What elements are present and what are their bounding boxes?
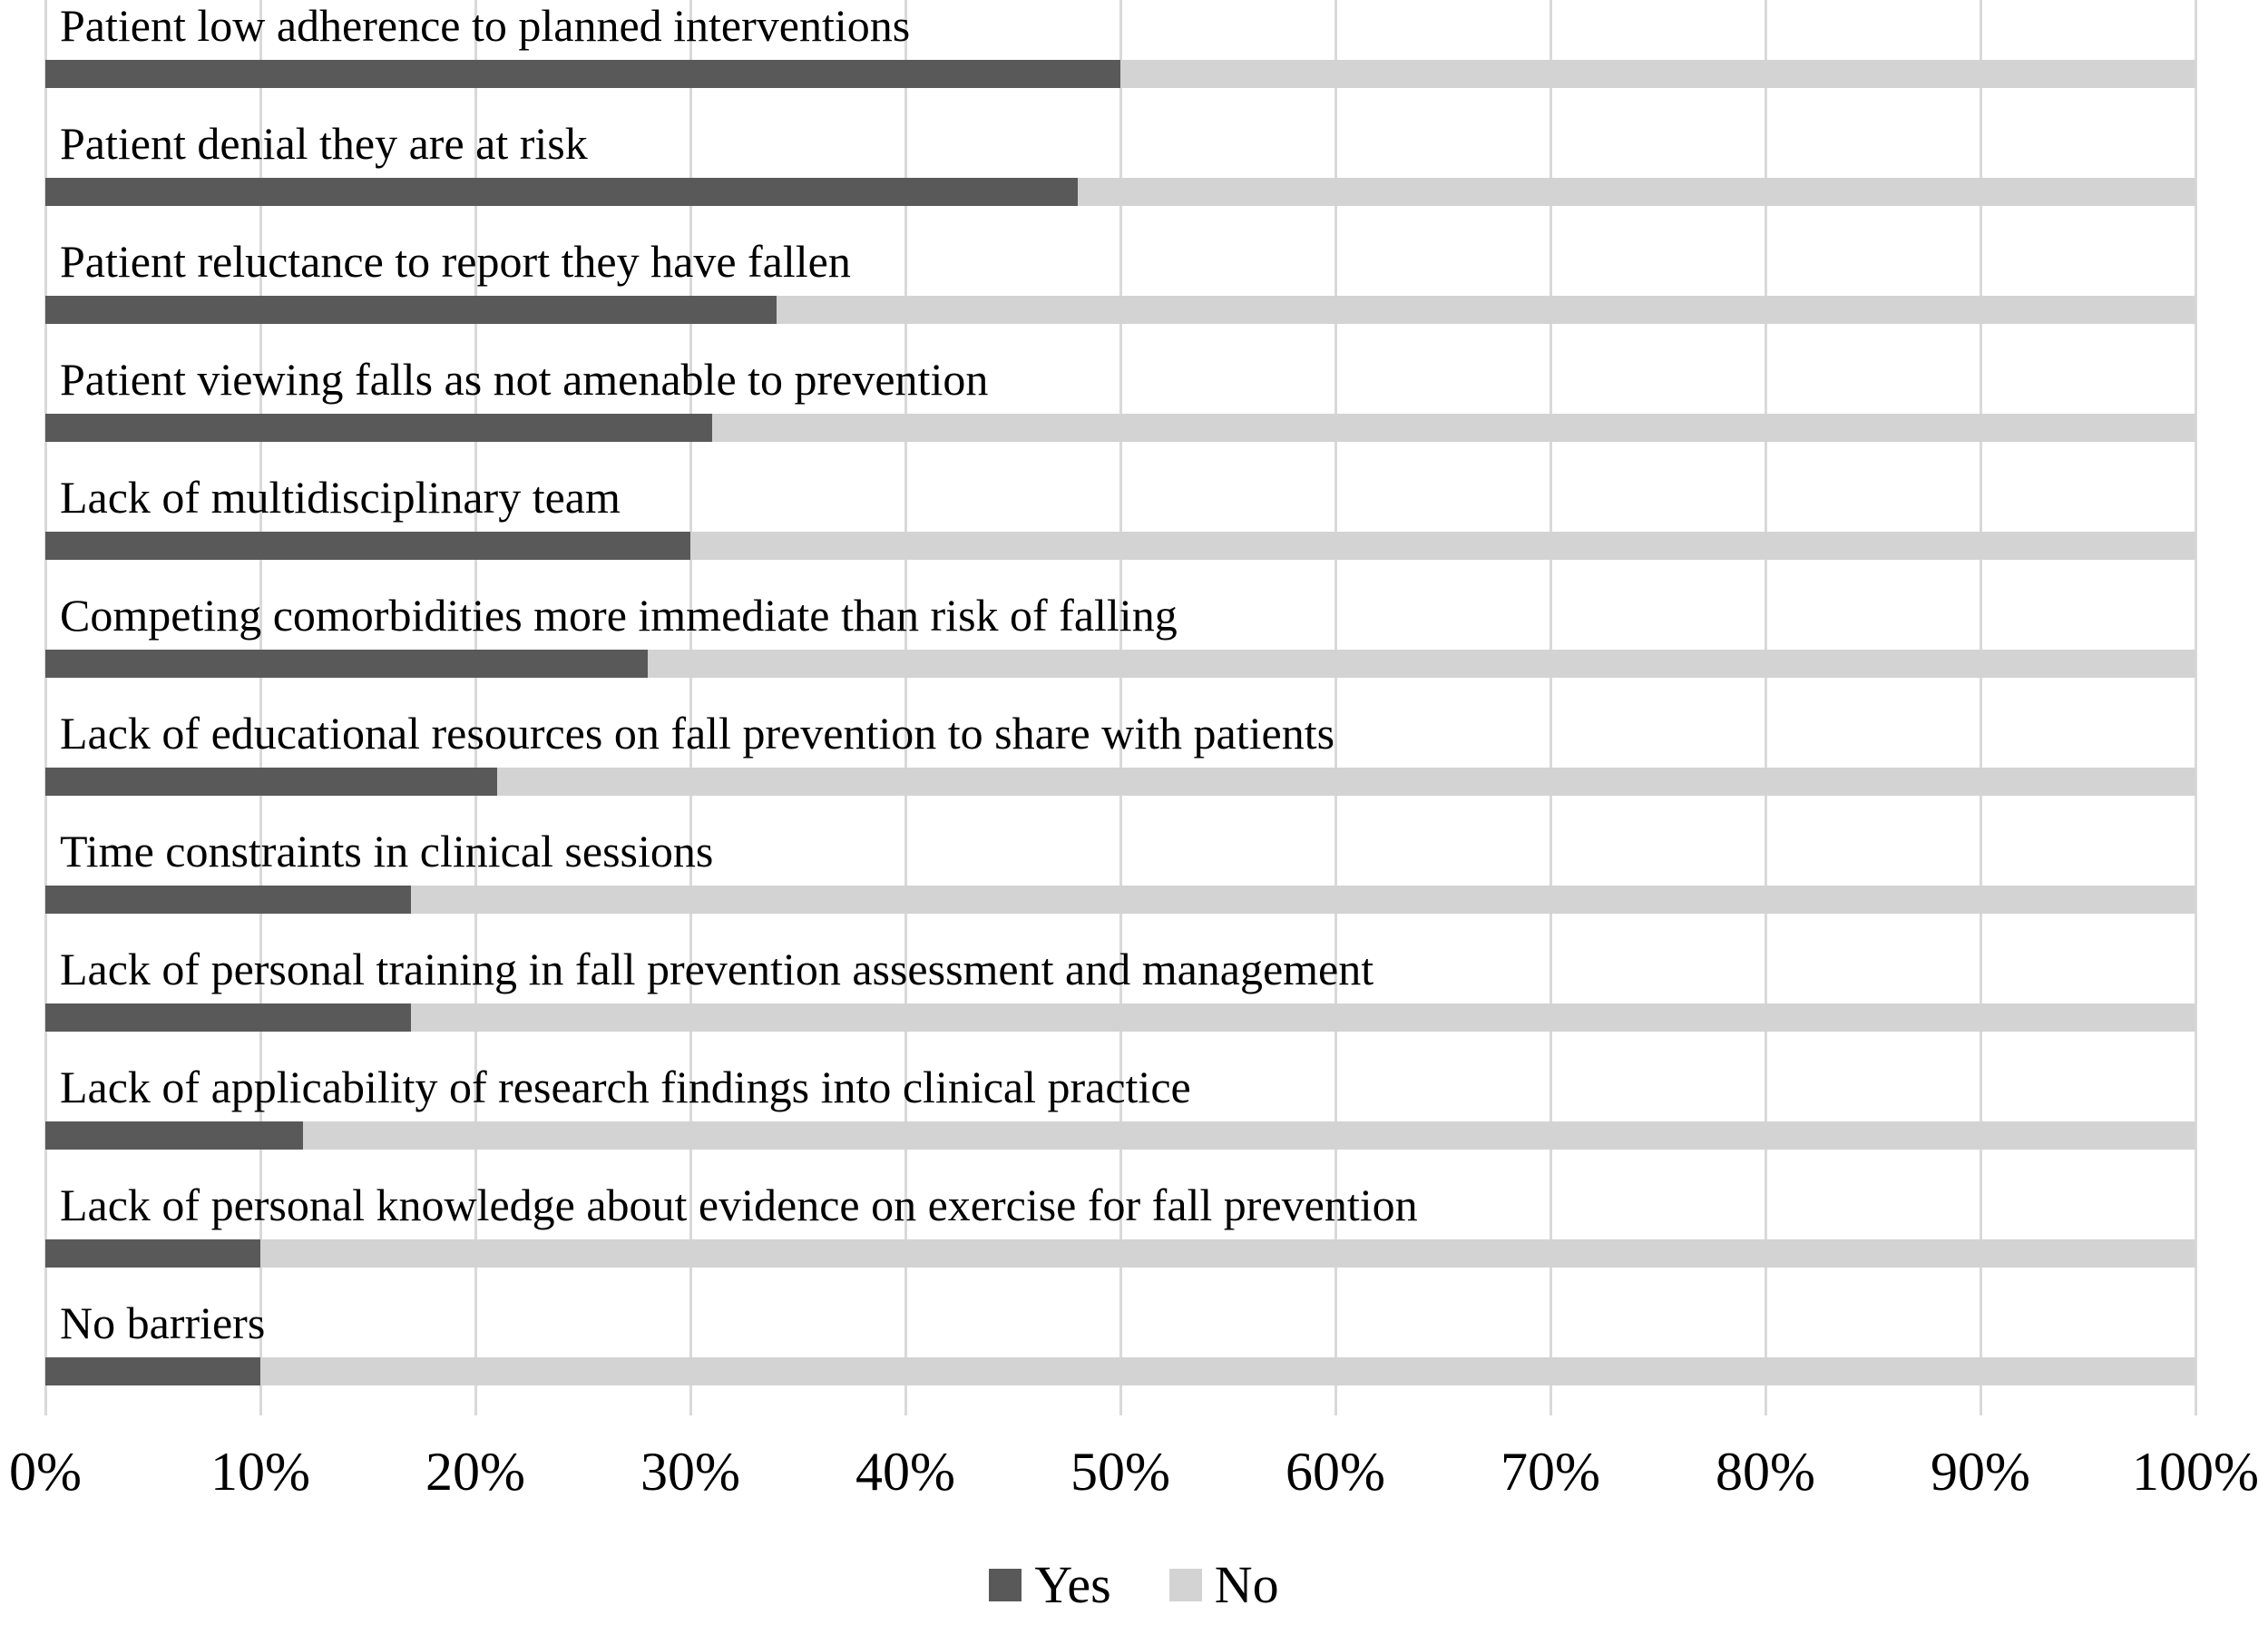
yes-color-swatch	[989, 1568, 1022, 1601]
category-label: Lack of applicability of research findin…	[60, 1062, 1191, 1112]
bar-segment-no	[647, 650, 2195, 678]
stacked-bar	[45, 1003, 2195, 1032]
bar-segment-no	[1120, 60, 2195, 88]
gridlines	[44, 0, 2197, 1415]
bar-segment-yes	[45, 296, 777, 324]
legend-label-yes: Yes	[1034, 1555, 1111, 1614]
gridline	[689, 0, 692, 1415]
bar-segment-no	[410, 886, 2195, 914]
rows-container: Patient low adherence to planned interve…	[45, 0, 2195, 1415]
category-label: Lack of personal training in fall preven…	[60, 944, 1374, 994]
legend-item-yes: Yes	[989, 1554, 1111, 1615]
gridline	[1334, 0, 1337, 1415]
bar-segment-no	[1077, 178, 2195, 206]
stacked-bar	[45, 650, 2195, 678]
legend-label-no: No	[1214, 1555, 1279, 1614]
stacked-bar	[45, 1121, 2195, 1150]
x-axis-tick: 90%	[1931, 1442, 2030, 1502]
bar-segment-no	[260, 1239, 2195, 1268]
category-label: No barriers	[60, 1297, 266, 1348]
bar-segment-yes	[45, 60, 1120, 88]
x-axis-tick: 80%	[1716, 1442, 1815, 1502]
category-label: Patient reluctance to report they have f…	[60, 236, 851, 287]
bar-segment-yes	[45, 650, 648, 678]
x-axis-tick: 10%	[210, 1442, 310, 1502]
category-label: Lack of personal knowledge about evidenc…	[60, 1180, 1418, 1230]
bar-segment-no	[410, 1003, 2195, 1032]
stacked-bar	[45, 60, 2195, 88]
bar-row: Lack of applicability of research findin…	[45, 1062, 2195, 1180]
gridline	[2195, 0, 2197, 1415]
legend-item-no: No	[1168, 1554, 1279, 1615]
gridline	[1549, 0, 1552, 1415]
gridline	[1765, 0, 1767, 1415]
stacked-bar	[45, 414, 2195, 442]
bar-row: Lack of personal training in fall preven…	[45, 944, 2195, 1062]
bar-segment-yes	[45, 768, 497, 796]
bar-row: Patient viewing falls as not amenable to…	[45, 354, 2195, 472]
bar-row: Patient reluctance to report they have f…	[45, 236, 2195, 354]
gridline	[259, 0, 262, 1415]
bar-row: Competing comorbidities more immediate t…	[45, 590, 2195, 708]
bar-row: Patient denial they are at risk	[45, 118, 2195, 236]
bar-segment-no	[690, 532, 2195, 560]
bar-segment-no	[260, 1357, 2195, 1385]
bar-segment-no	[303, 1121, 2195, 1150]
x-axis-tick: 50%	[1070, 1442, 1170, 1502]
x-axis-tick: 20%	[425, 1442, 525, 1502]
bar-segment-yes	[45, 886, 411, 914]
x-axis: 0% 10% 20% 30% 40% 50% 60% 70% 80% 90% 100%	[9, 1426, 2259, 1517]
bar-segment-no	[496, 768, 2195, 796]
x-axis-tick: 0%	[9, 1442, 82, 1502]
category-label: Patient viewing falls as not amenable to…	[60, 354, 989, 405]
stacked-bar	[45, 1357, 2195, 1385]
gridline	[1119, 0, 1122, 1415]
category-label: Lack of educational resources on fall pr…	[60, 708, 1335, 759]
bar-segment-yes	[45, 178, 1078, 206]
x-axis-tick: 100%	[2132, 1442, 2259, 1502]
bar-segment-no	[711, 414, 2195, 442]
stacked-bar	[45, 1239, 2195, 1268]
gridline	[474, 0, 477, 1415]
bar-row: Lack of multidisciplinary team	[45, 472, 2195, 590]
category-label: Lack of multidisciplinary team	[60, 472, 621, 523]
stacked-bar	[45, 178, 2195, 206]
x-axis-tick: 40%	[855, 1442, 955, 1502]
plot-area: Patient low adherence to planned interve…	[44, 0, 2197, 1415]
category-label: Time constraints in clinical sessions	[60, 826, 714, 876]
gridline	[1980, 0, 1982, 1415]
category-label: Patient low adherence to planned interve…	[60, 0, 911, 51]
bar-segment-yes	[45, 414, 712, 442]
bar-segment-no	[776, 296, 2195, 324]
x-axis-tick: 30%	[640, 1442, 740, 1502]
stacked-bar	[45, 532, 2195, 560]
category-label: Patient denial they are at risk	[60, 118, 588, 169]
bar-segment-yes	[45, 1357, 260, 1385]
x-axis-tick: 70%	[1501, 1442, 1600, 1502]
bar-row: Lack of personal knowledge about evidenc…	[45, 1180, 2195, 1297]
bar-segment-yes	[45, 1121, 304, 1150]
no-color-swatch	[1168, 1568, 1202, 1601]
x-axis-tick: 60%	[1286, 1442, 1385, 1502]
category-label: Competing comorbidities more immediate t…	[60, 590, 1178, 641]
bar-row: Time constraints in clinical sessions	[45, 826, 2195, 944]
stacked-bar	[45, 768, 2195, 796]
bar-segment-yes	[45, 532, 690, 560]
stacked-bar	[45, 886, 2195, 914]
stacked-bar	[45, 296, 2195, 324]
gridline	[904, 0, 907, 1415]
bar-row: Patient low adherence to planned interve…	[45, 0, 2195, 118]
gridline	[44, 0, 47, 1415]
legend: Yes No	[0, 1544, 2268, 1625]
bar-segment-yes	[45, 1003, 411, 1032]
bar-row: Lack of educational resources on fall pr…	[45, 708, 2195, 826]
bar-row: No barriers	[45, 1297, 2195, 1415]
bar-segment-yes	[45, 1239, 260, 1268]
